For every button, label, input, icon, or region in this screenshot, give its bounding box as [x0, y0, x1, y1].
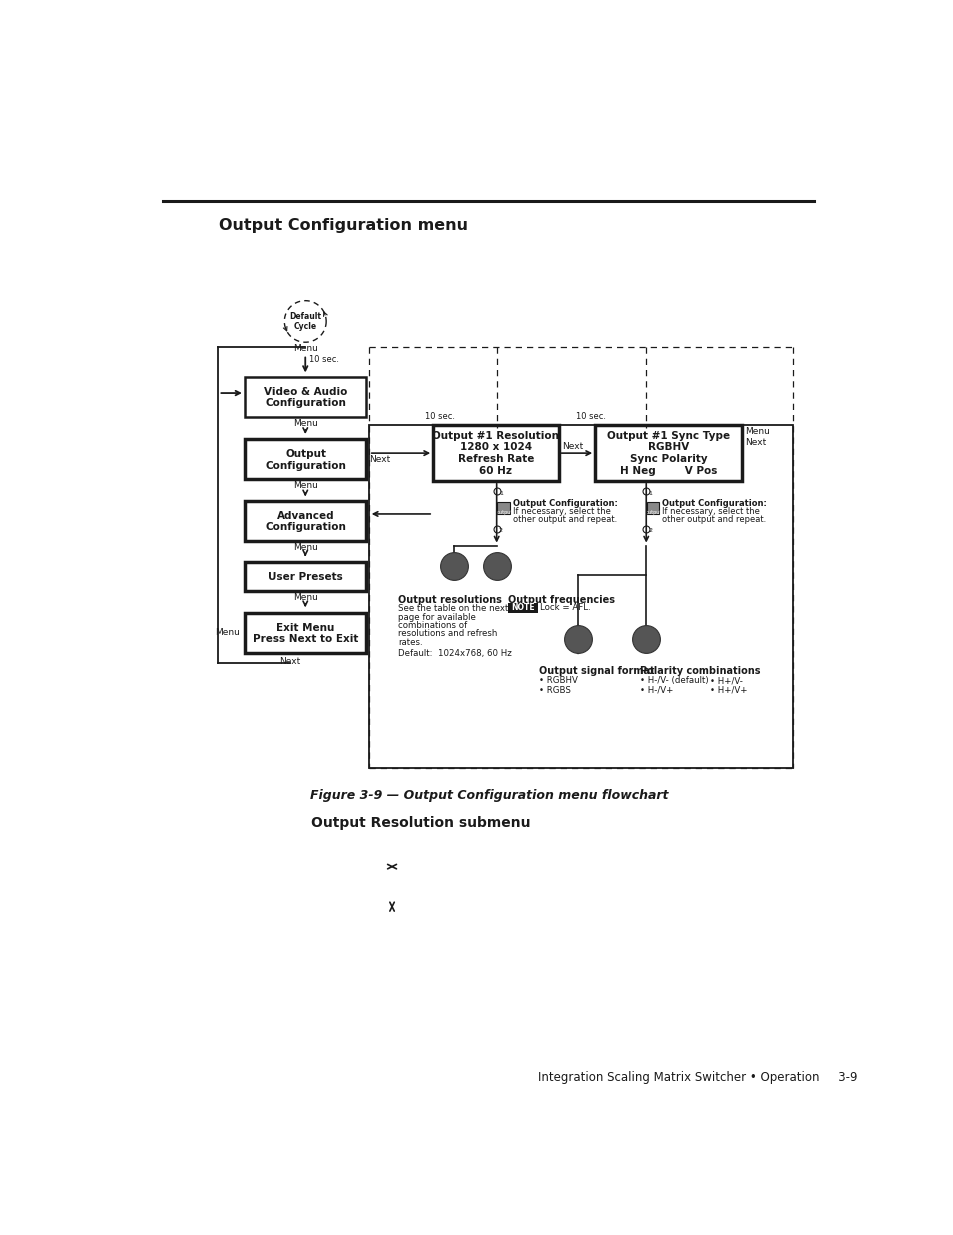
- Text: combinations of: combinations of: [397, 621, 467, 630]
- Text: Next: Next: [744, 438, 766, 447]
- FancyBboxPatch shape: [508, 603, 537, 613]
- Text: outputs: outputs: [497, 510, 515, 515]
- Text: 1: 1: [648, 490, 652, 495]
- Text: 10 sec.: 10 sec.: [309, 356, 338, 364]
- FancyBboxPatch shape: [646, 501, 659, 514]
- Text: Figure 3-9 — Output Configuration menu flowchart: Figure 3-9 — Output Configuration menu f…: [310, 788, 667, 802]
- Text: • H+/V+: • H+/V+: [709, 685, 746, 694]
- Text: Menu: Menu: [293, 542, 317, 552]
- Text: Advanced
Configuration: Advanced Configuration: [265, 511, 346, 532]
- FancyBboxPatch shape: [245, 440, 366, 479]
- Text: 10 sec.: 10 sec.: [576, 411, 606, 421]
- Text: NOTE: NOTE: [511, 604, 535, 613]
- Text: • H+/V-: • H+/V-: [709, 677, 741, 685]
- Text: See the table on the next: See the table on the next: [397, 604, 508, 613]
- Text: Output resolutions: Output resolutions: [397, 595, 501, 605]
- Text: Output
Configuration: Output Configuration: [265, 450, 346, 471]
- Text: Video & Audio
Configuration: Video & Audio Configuration: [264, 387, 347, 409]
- Text: Output #1 Sync Type
RGBHV
Sync Polarity
H Neg        V Pos: Output #1 Sync Type RGBHV Sync Polarity …: [606, 431, 730, 475]
- Text: Output frequencies: Output frequencies: [508, 595, 615, 605]
- Text: Integration Scaling Matrix Switcher • Operation     3-9: Integration Scaling Matrix Switcher • Op…: [537, 1071, 856, 1084]
- Text: • H-/V- (default): • H-/V- (default): [639, 677, 708, 685]
- Text: rates.: rates.: [397, 638, 422, 647]
- Text: outputs: outputs: [645, 510, 664, 515]
- Text: If necessary, select the: If necessary, select the: [661, 508, 759, 516]
- Text: Menu: Menu: [744, 427, 769, 436]
- Text: Output Configuration:: Output Configuration:: [661, 499, 766, 509]
- Text: Polarity combinations: Polarity combinations: [639, 667, 760, 677]
- Text: Next: Next: [562, 442, 583, 452]
- Text: Default:  1024x768, 60 Hz: Default: 1024x768, 60 Hz: [397, 648, 512, 658]
- FancyBboxPatch shape: [433, 425, 558, 480]
- Text: page for available: page for available: [397, 613, 476, 621]
- Text: Menu: Menu: [293, 480, 317, 490]
- FancyBboxPatch shape: [497, 501, 509, 514]
- Text: Output #1 Resolution
1280 x 1024
Refresh Rate
60 Hz: Output #1 Resolution 1280 x 1024 Refresh…: [432, 431, 558, 475]
- Text: Output Resolution submenu: Output Resolution submenu: [311, 816, 530, 830]
- Text: Menu: Menu: [293, 343, 317, 353]
- FancyBboxPatch shape: [245, 377, 366, 417]
- Text: Next: Next: [369, 454, 390, 464]
- Text: 1: 1: [498, 490, 502, 495]
- Text: Default
Cycle: Default Cycle: [289, 311, 321, 331]
- FancyBboxPatch shape: [245, 501, 366, 541]
- Text: 2: 2: [498, 529, 502, 534]
- Text: Menu: Menu: [215, 629, 240, 637]
- Text: Lock = AFL.: Lock = AFL.: [539, 604, 590, 613]
- Text: Output Configuration:: Output Configuration:: [513, 499, 618, 509]
- Text: Output Configuration menu: Output Configuration menu: [219, 217, 468, 232]
- FancyBboxPatch shape: [245, 613, 366, 652]
- Text: • RGBS: • RGBS: [538, 685, 571, 694]
- Text: other output and repeat.: other output and repeat.: [513, 515, 617, 524]
- Text: User Presets: User Presets: [268, 572, 343, 582]
- Text: • RGBHV: • RGBHV: [538, 677, 578, 685]
- Text: • H-/V+: • H-/V+: [639, 685, 673, 694]
- Text: Menu: Menu: [293, 593, 317, 601]
- Text: Exit Menu
Press Next to Exit: Exit Menu Press Next to Exit: [253, 622, 358, 645]
- Text: other output and repeat.: other output and repeat.: [661, 515, 765, 524]
- Text: If necessary, select the: If necessary, select the: [513, 508, 610, 516]
- Text: Menu: Menu: [293, 419, 317, 427]
- FancyBboxPatch shape: [245, 562, 366, 592]
- Text: 2: 2: [648, 529, 652, 534]
- Text: Next: Next: [279, 657, 300, 667]
- Text: 10 sec.: 10 sec.: [425, 411, 455, 421]
- Text: resolutions and refresh: resolutions and refresh: [397, 630, 497, 638]
- Text: Output signal format: Output signal format: [538, 667, 654, 677]
- FancyBboxPatch shape: [595, 425, 741, 480]
